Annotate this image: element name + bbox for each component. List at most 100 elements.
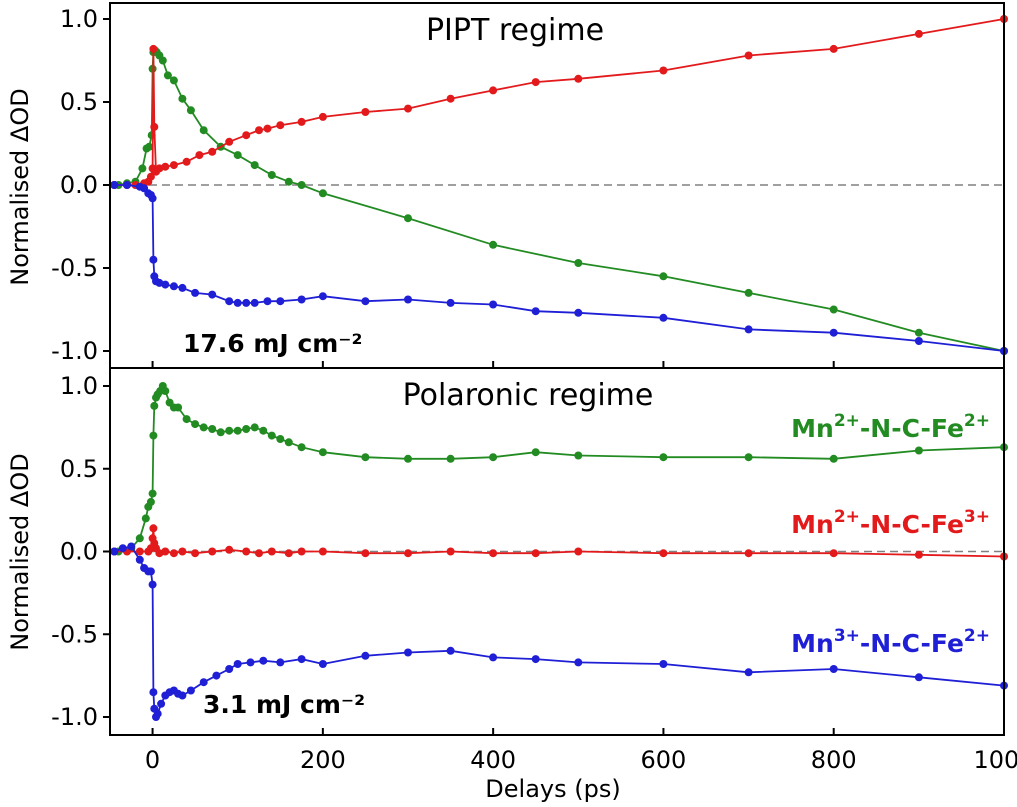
polaronic-series-0-point [191, 420, 200, 429]
x-tick-label: 800 [811, 746, 857, 774]
polaronic-series-0-point [146, 497, 155, 506]
polaronic-series-2-point [318, 660, 327, 668]
polaronic-fluence-label: 3.1 mJ cm⁻² [203, 690, 365, 719]
legend-mn3-fe2-bridge: -N-C- [860, 629, 931, 658]
pipt-series-2-point [404, 295, 412, 304]
pipt-ticks: -1.0 -0.5 0.0 0.5 1.0 [51, 5, 1005, 368]
pipt-regime-panel: -1.0 -0.5 0.0 0.5 1.0 PIPT regime 17.6 mJ cm… [6, 5, 1008, 368]
pipt-series-2-point [208, 290, 217, 299]
pipt-fluence-label: 17.6 mJ cm⁻² [183, 329, 362, 358]
pipt-series-2-point [914, 337, 923, 345]
legend-mn2-fe2-ion2: Fe [931, 414, 964, 443]
polaronic-series-0-point [150, 401, 159, 410]
polaronic-y-tick-label: -0.5 [51, 620, 98, 648]
pipt-y-tick-label: 0.0 [60, 171, 98, 199]
polaronic-y-axis-title: Normalised ΔOD [6, 453, 34, 650]
legend-mn2-fe2-charge1: 2+ [834, 411, 860, 431]
polaronic-y-tick-label: 0.0 [60, 538, 98, 566]
polaronic-series [110, 382, 1008, 721]
pipt-series-0-point [659, 272, 668, 281]
pipt-y-tick-label: -1.0 [51, 337, 98, 365]
polaronic-series-2-point [489, 653, 498, 662]
polaronic-series-1-point [242, 547, 251, 556]
polaronic-series-0-point [135, 534, 144, 543]
legend-mn3-fe2-ion2: Fe [931, 629, 964, 658]
polaronic-series-2-point [146, 567, 155, 576]
pipt-y-tick-label: 1.0 [60, 5, 98, 33]
x-tick-label: 200 [300, 746, 346, 774]
polaronic-series-2-point [118, 544, 127, 553]
pipt-series-0-point [744, 288, 753, 297]
pipt-series-2-point [169, 282, 178, 291]
pipt-panel-title: PIPT regime [426, 13, 604, 48]
polaronic-series-1-point [318, 547, 327, 556]
polaronic-series-2-point [404, 648, 412, 657]
legend-mn2-fe3-charge1: 2+ [834, 507, 860, 527]
polaronic-ticks: -1.0 -0.5 0.0 0.5 1.0 0 200 400 600 800 1000 [51, 372, 1017, 774]
polaronic-series-2-point [110, 547, 119, 556]
pipt-series-2-point [361, 297, 370, 306]
polaronic-series-2-point [744, 668, 753, 677]
polaronic-series-0-point [141, 514, 150, 523]
polaronic-series-2-point [659, 660, 668, 668]
legend-mn2-fe3-ion2: Fe [931, 510, 964, 539]
polaronic-series-2-point [149, 688, 158, 697]
polaronic-series-0-point [404, 454, 412, 463]
polaronic-series-1-point [574, 547, 583, 556]
polaronic-series-1-point [446, 547, 455, 556]
polaronic-series-2-point [127, 542, 136, 551]
pipt-series-2-point [148, 194, 157, 203]
pipt-series-2-point [123, 181, 131, 189]
polaronic-series-0-point [361, 453, 370, 462]
pipt-series-1-point [297, 117, 306, 126]
legend-mn3-fe2-charge1: 3+ [834, 626, 860, 646]
polaronic-series-1-point [531, 549, 540, 558]
pipt-series-2-point [489, 300, 498, 309]
polaronic-series-0-point [148, 489, 157, 498]
pipt-series-1-point [361, 108, 370, 116]
pipt-series-1-point [531, 78, 540, 87]
pipt-series-0-point [250, 161, 259, 170]
polaronic-series-0-point [744, 453, 753, 462]
polaronic-series-0-point [225, 426, 234, 435]
polaronic-series-0-point [161, 387, 170, 395]
pipt-series-1-point [263, 124, 272, 133]
pipt-series-1-point [150, 122, 159, 131]
polaronic-series-0-point [297, 443, 306, 452]
pipt-series-1-point [318, 112, 327, 121]
pipt-series-2-point [829, 328, 838, 337]
pipt-y-axis-title: Normalised ΔOD [6, 88, 34, 285]
legend-mn2-fe3-charge2: 3+ [964, 507, 990, 527]
legend-mn2-fe2: Mn2+-N-C-Fe2+ [791, 411, 990, 443]
polaronic-series-0-point [250, 423, 259, 432]
polaronic-series-1-point [149, 524, 158, 533]
polaronic-series-0-point [216, 428, 225, 437]
pipt-series-1-point [208, 147, 217, 156]
polaronic-series-2-point [829, 665, 838, 673]
polaronic-series-0-point [182, 415, 191, 424]
pipt-series-0-point [284, 177, 293, 186]
polaronic-series-0-point [276, 435, 285, 443]
polaronic-series-0-point [446, 454, 455, 463]
polaronic-series-0-point [914, 446, 923, 455]
polaronic-series-2-point [199, 678, 208, 687]
pipt-series-1-point [149, 44, 158, 53]
pipt-series-0-point [163, 71, 172, 80]
pipt-series-2-point [318, 292, 327, 301]
pipt-series-2-point [191, 288, 200, 297]
x-axis-title: Delays (ps) [485, 775, 620, 803]
polaronic-series-1-point [361, 549, 370, 558]
polaronic-series-2-point [153, 709, 162, 718]
pipt-series-2-point [225, 297, 234, 306]
polaronic-series-0-point [199, 423, 208, 432]
polaronic-series-2-point [361, 651, 370, 660]
polaronic-series-2-point [297, 655, 306, 664]
pipt-series-2-point [178, 283, 187, 292]
pipt-series-2-point [531, 307, 540, 316]
pipt-series-2-point [149, 255, 158, 264]
pipt-series-0-point [186, 106, 195, 115]
pipt-y-tick-label: -0.5 [51, 254, 98, 282]
legend-mn2-fe2-ion1: Mn [791, 414, 834, 443]
pipt-series-1-point [829, 44, 838, 53]
legend-mn2-fe3-bridge: -N-C- [860, 510, 931, 539]
